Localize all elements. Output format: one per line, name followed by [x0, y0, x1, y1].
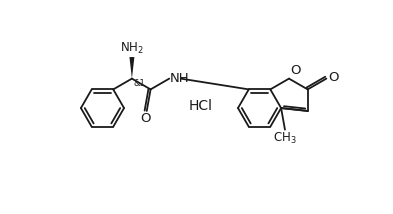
Text: CH$_3$: CH$_3$ — [273, 131, 297, 146]
Text: O: O — [141, 113, 151, 125]
Text: O: O — [290, 64, 300, 77]
Text: O: O — [328, 71, 338, 84]
Text: NH$_2$: NH$_2$ — [120, 40, 144, 55]
Polygon shape — [129, 57, 134, 79]
Text: NH: NH — [170, 72, 190, 85]
Text: &1: &1 — [134, 79, 145, 88]
Text: HCl: HCl — [189, 99, 213, 113]
